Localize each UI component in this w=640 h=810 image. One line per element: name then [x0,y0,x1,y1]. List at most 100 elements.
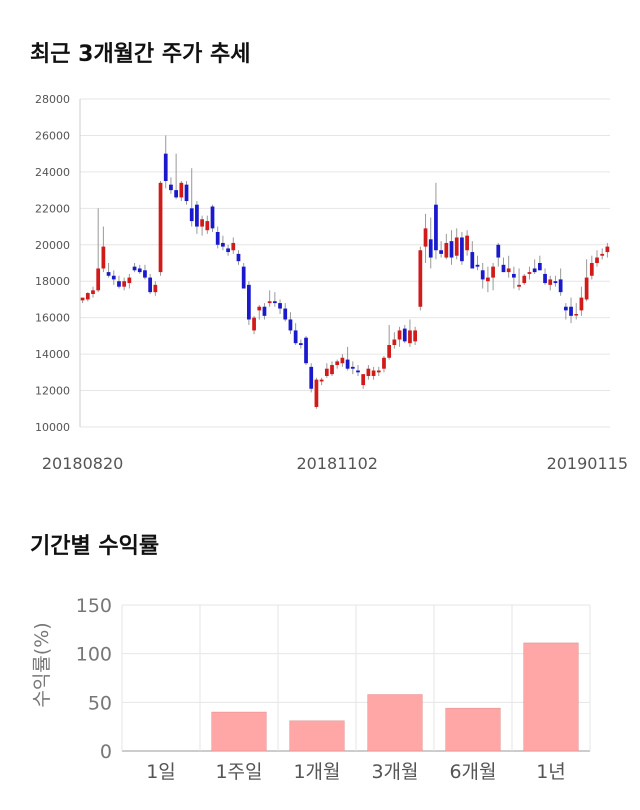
returns-bar-chart: 0 50 100 150 1일 1주일 1개월 3개월 6개월 1년 수익률(%) [31,595,591,783]
candle [267,290,272,307]
candle [106,263,111,278]
candle-body [127,277,132,284]
candle-body [517,284,521,287]
candle-body [309,366,314,389]
candle [96,208,101,293]
candle-body [335,361,340,366]
price-y-tick-label: 20000 [35,239,70,252]
candle [600,248,605,260]
candle-body [293,330,298,344]
candlestick-chart: 10000 12000 14000 16000 18000 20000 22000 24000… [35,93,628,473]
candle [584,259,589,302]
candle [200,215,204,236]
candle [179,181,184,202]
return-bar [367,694,423,752]
returns-y-tick-label: 50 [88,692,112,714]
candle [184,181,189,205]
candles [80,135,610,409]
price-y-tick-label: 26000 [35,129,70,142]
candle-body [418,250,423,307]
candle [382,355,386,373]
candle-body [527,272,532,274]
candle [278,299,282,315]
price-y-tick-label: 10000 [35,421,70,434]
candle [298,339,303,349]
candle [314,377,319,409]
return-bar [523,642,579,752]
candle [231,237,236,254]
candle-body [486,277,490,282]
candle-body [402,328,407,342]
candle [101,226,106,273]
candle [117,275,121,289]
candle-body [537,263,542,271]
candle [174,153,178,200]
candle [434,182,438,260]
candle [537,255,542,271]
candle [127,273,132,289]
candle-body [543,273,547,284]
candle-body [387,345,392,358]
candle [392,332,397,349]
returns-y-tick-label: 0 [100,741,112,763]
candle [257,304,262,320]
candle [215,226,220,249]
candle [605,242,610,258]
candle-body [257,306,262,311]
candle-body [600,253,605,256]
candle-body [163,153,168,181]
returns-x-tick-labels: 1일 1주일 1개월 3개월 6개월 1년 [146,761,566,783]
candle [304,335,308,366]
candle-body [247,284,251,320]
candle [293,323,298,345]
candle-body [350,366,355,369]
candle [480,263,485,289]
returns-y-tick-labels: 0 50 100 150 [76,595,112,763]
candle [454,228,459,260]
candle [195,201,199,234]
candle-body [298,343,303,345]
candle [376,366,381,376]
candle [226,244,230,256]
candle-body [319,379,324,382]
candle-body [491,266,495,278]
candle [366,365,371,380]
candle [324,363,329,378]
candle-body [314,379,319,407]
price-y-tick-label: 28000 [35,93,70,106]
candle-body [428,239,433,258]
returns-x-tick-label: 3개월 [371,761,418,783]
candle-body [231,242,236,251]
candle-body [283,308,288,320]
candle [408,319,412,347]
candle [506,255,511,278]
candle [496,242,501,267]
candle-body [267,301,272,304]
candle [428,217,433,269]
candle-body [122,281,127,287]
candle [122,277,127,291]
candle [356,365,360,376]
returns-x-tick-label: 1개월 [293,761,340,783]
candle-body [304,337,308,364]
candle [491,263,495,291]
candle [210,204,215,233]
candle-body [221,242,225,247]
candle-body [137,268,142,273]
candle-body [480,270,485,280]
candle [148,273,153,294]
returns-x-tick-label: 6개월 [449,761,496,783]
price-y-tick-label: 12000 [35,385,70,398]
candle [527,266,532,280]
price-y-tick-labels: 10000 12000 14000 16000 18000 20000 22000 24000… [35,93,70,434]
price-y-tick-label: 14000 [35,348,70,361]
candle-body [454,237,459,256]
candle [153,281,158,296]
candle-body [96,268,101,291]
returns-x-tick-label: 1일 [146,761,176,783]
candle-body [174,190,178,198]
candle-body [392,339,397,345]
returns-x-tick-label: 1주일 [215,761,262,783]
candle-body [589,263,594,276]
candle [475,255,480,271]
